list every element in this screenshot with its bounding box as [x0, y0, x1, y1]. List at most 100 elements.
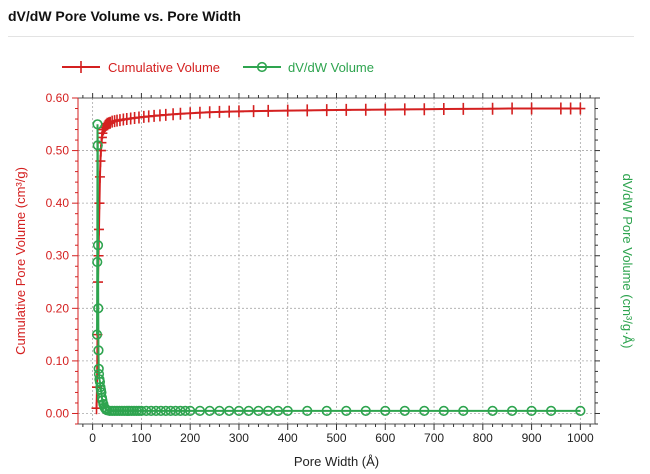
cumulative-volume-point	[94, 197, 105, 210]
cumulative-volume-point	[105, 116, 116, 129]
cumulative-volume-point	[458, 102, 469, 115]
legend: Cumulative Volume dV/dW Volume	[62, 60, 374, 75]
dvdw-volume-point	[224, 405, 235, 416]
dvdw-volume-line	[96, 124, 581, 412]
x-tick-label: 900	[522, 431, 542, 445]
grid-lines	[78, 97, 595, 424]
dvdw-volume-point	[93, 303, 104, 314]
x-tick-label: 0	[89, 431, 96, 445]
dvdw-volume-point	[233, 405, 245, 416]
y-tick-label: 0.30	[46, 249, 70, 263]
cumulative-volume-point	[93, 223, 104, 236]
cumulative-volume-point	[438, 103, 449, 116]
dvdw-volume-point	[487, 405, 498, 416]
x-tick-label: 1000	[567, 431, 594, 445]
cumulative-volume-point	[360, 103, 371, 116]
dvdw-volume-point	[136, 405, 147, 416]
cumulative-volume-point	[214, 105, 225, 118]
cumulative-volume-point	[248, 105, 259, 118]
dvdw-volume-point	[93, 363, 104, 374]
dvdw-volume-point	[321, 405, 332, 416]
dvdw-volume-point	[302, 405, 313, 416]
cumulative-volume-line	[95, 107, 581, 409]
y-tick-label: 0.20	[46, 301, 70, 315]
cumulative-volume-point	[399, 103, 410, 116]
dvdw-volume-point	[575, 405, 586, 416]
cumulative-volume-point	[185, 107, 196, 120]
legend-marker-cumulative-volume	[76, 61, 86, 73]
legend-marker-dvdw-volume	[256, 61, 268, 73]
cumulative-volume-point	[175, 107, 186, 120]
dvdw-volume-point	[91, 329, 103, 340]
y-tick-label: 0.50	[46, 144, 70, 158]
dvdw-volume-point	[526, 405, 537, 416]
dvdw-volume-point	[506, 405, 518, 416]
dvdw-volume-point	[175, 405, 186, 416]
cumulative-volume-point	[233, 105, 244, 118]
x-tick-label: 700	[424, 431, 444, 445]
dvdw-volume-point	[243, 405, 254, 416]
title-divider	[8, 36, 634, 37]
dvdw-volume-point	[141, 405, 152, 416]
dvdw-volume-point	[93, 345, 104, 356]
dvdw-volume-point	[419, 405, 430, 416]
y-axis-label: Cumulative Pore Volume (cm³/g)	[13, 167, 28, 355]
dvdw-volume-point	[253, 405, 264, 416]
cumulative-volume-point	[526, 102, 537, 115]
dvdw-volume-point	[360, 405, 371, 416]
x-tick-label: 800	[473, 431, 493, 445]
dvdw-volume-point	[214, 405, 225, 416]
cumulative-volume-point	[263, 104, 274, 117]
dvdw-volume-point	[92, 240, 104, 251]
y-tick-label: 0.00	[46, 406, 70, 420]
dvdw-volume-point	[170, 405, 181, 416]
dvdw-volume-point	[92, 256, 103, 268]
dvdw-volume-point	[438, 405, 449, 416]
cumulative-volume-point	[487, 102, 498, 115]
dvdw-volume-point	[204, 405, 215, 416]
cumulative-volume-point	[194, 106, 205, 119]
x-tick-label: 400	[278, 431, 298, 445]
page-title: dV/dW Pore Volume vs. Pore Width	[8, 8, 241, 24]
cumulative-volume-point	[565, 102, 576, 115]
y-tick-label: 0.40	[46, 196, 70, 210]
cumulative-volume-point	[204, 106, 215, 119]
cumulative-volume-point	[419, 103, 430, 116]
series-cumulative-volume	[91, 102, 586, 415]
dvdw-volume-point	[263, 405, 274, 416]
series-dvdw-volume	[91, 119, 586, 416]
cumulative-volume-point	[380, 103, 391, 116]
dvdw-volume-point	[180, 405, 191, 416]
axis-labels: Pore Width (Å) Cumulative Pore Volume (cm…	[13, 167, 635, 469]
cumulative-volume-point	[555, 102, 566, 115]
dvdw-volume-point	[194, 405, 206, 416]
dvdw-volume-point	[92, 119, 103, 130]
dvdw-volume-point	[380, 405, 391, 416]
dvdw-volume-point	[272, 405, 284, 416]
cumulative-volume-point	[341, 103, 352, 116]
dvdw-volume-point	[160, 405, 171, 416]
dvdw-volume-point	[282, 405, 293, 416]
x-tick-label: 600	[375, 431, 395, 445]
cumulative-volume-point	[321, 104, 332, 117]
y-tick-label: 0.10	[46, 354, 70, 368]
dvdw-volume-point	[165, 405, 176, 416]
dvdw-volume-point	[146, 405, 157, 416]
cumulative-volume-point	[282, 104, 293, 117]
x-tick-label: 500	[326, 431, 346, 445]
dvdw-volume-point	[185, 405, 196, 416]
dvdw-volume-point	[92, 140, 103, 151]
legend-label-cumulative-volume: Cumulative Volume	[108, 60, 220, 75]
cumulative-volume-point	[575, 102, 586, 115]
dvdw-volume-point	[546, 405, 557, 416]
dvdw-volume-point	[399, 405, 410, 416]
x-tick-label: 200	[180, 431, 200, 445]
x-tick-label: 100	[131, 431, 151, 445]
legend-label-dvdw-volume: dV/dW Volume	[288, 60, 374, 75]
x-tick-label: 300	[229, 431, 249, 445]
dvdw-volume-point	[155, 405, 167, 416]
dvdw-volume-point	[458, 405, 469, 416]
x-axis-label: Pore Width (Å)	[294, 454, 379, 469]
dvdw-volume-point	[150, 405, 162, 416]
